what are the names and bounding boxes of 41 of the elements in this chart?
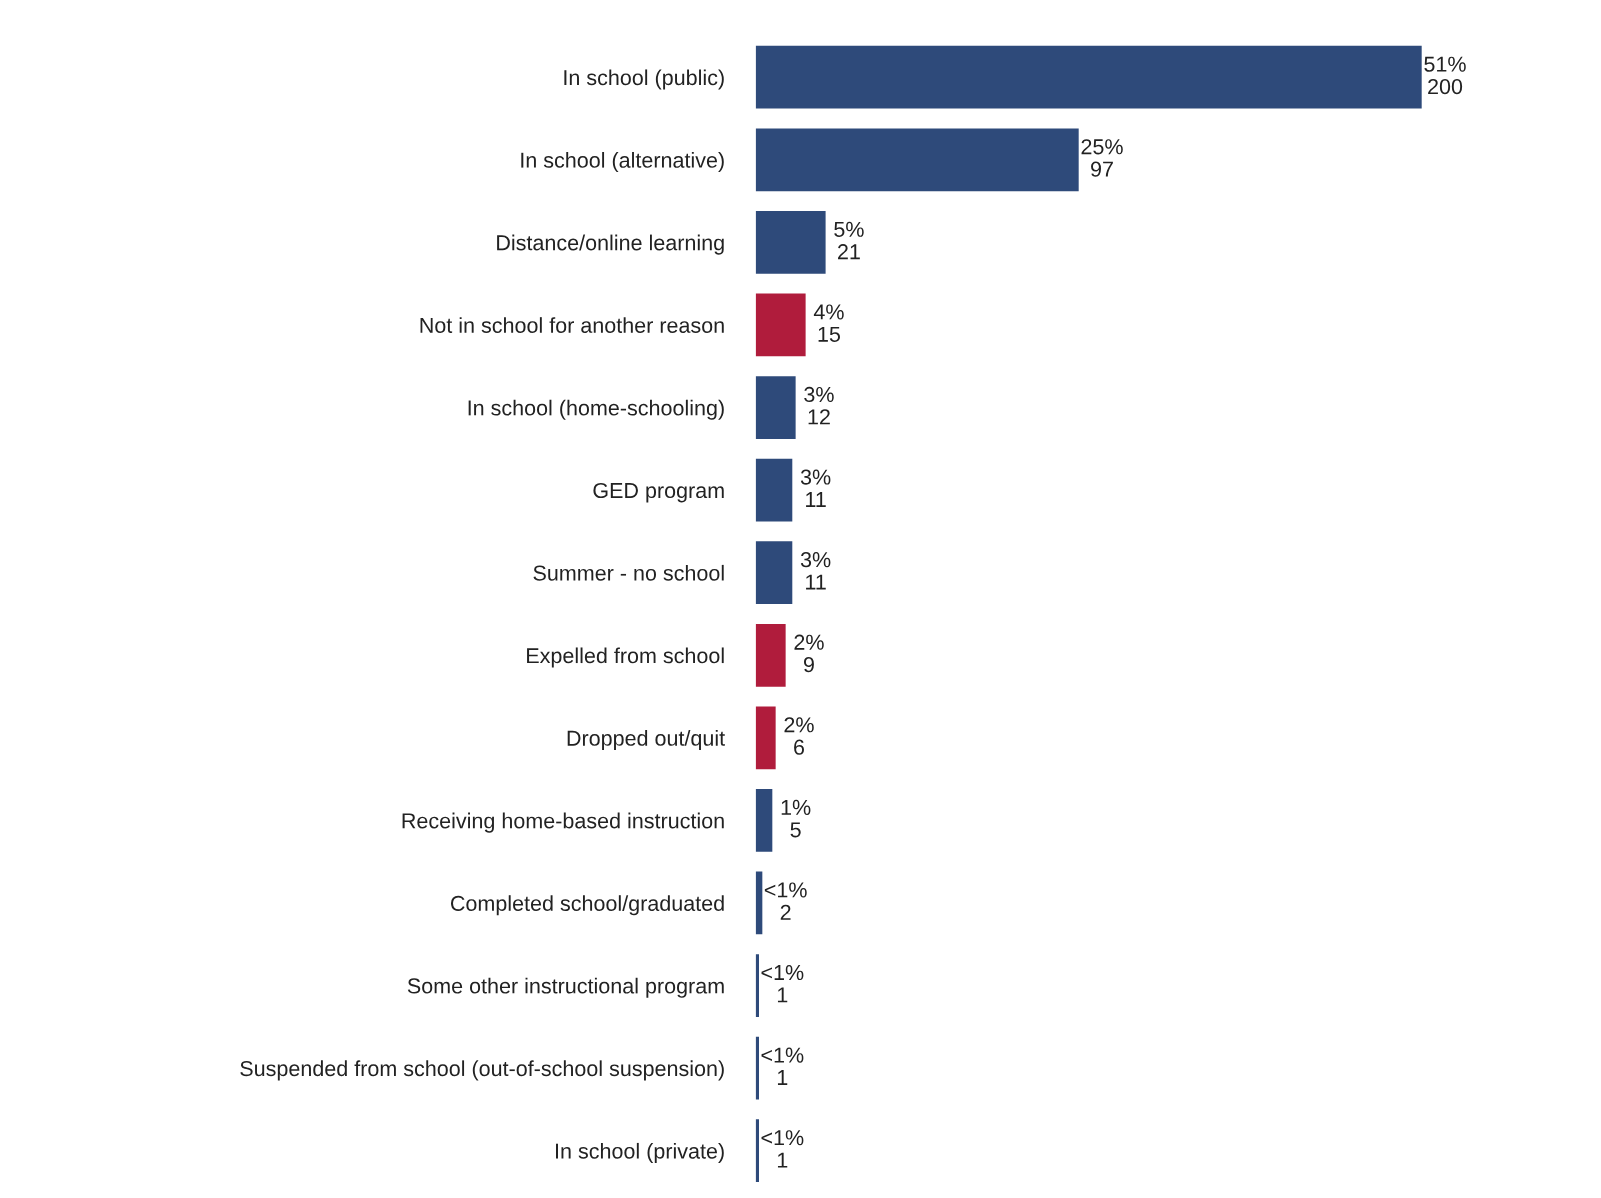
y-tick-label: In school (alternative) [521,152,724,173]
data-label: <1% 1 [761,964,804,1003]
y-tick-label: In school (private) [556,1142,724,1163]
y-tick-label: Completed school/graduated [450,895,724,916]
data-label: 2% 9 [794,634,824,673]
y-tick-label: Distance/online learning [497,234,724,255]
y-tick-label: Not in school for another reason [420,317,724,333]
bar [755,623,786,687]
y-tick-label: In school (home-schooling) [468,399,724,420]
bar [755,541,793,605]
y-tick-label: Receiving home-based instruction [402,812,724,833]
y-tick-label: Summer - no school [533,564,724,581]
bar [755,954,759,1017]
bar [755,45,1422,109]
bar [755,706,776,770]
bar [755,293,806,357]
data-label: 3% 12 [804,386,834,425]
y-tick-label: Expelled from school [527,647,724,668]
bar [755,376,796,439]
data-label: <1% 1 [761,1047,804,1085]
bar [755,458,793,522]
data-label: 4% 15 [813,304,844,342]
y-tick-label: Dropped out/quit [567,730,725,751]
bar [755,211,826,274]
data-label: <1% 2 [764,882,807,920]
y-tick-label: Some other instructional program [407,977,724,998]
y-tick-label: Suspended from school (out-of-school suspension) [240,1060,724,1081]
bar [755,1036,759,1100]
bar [755,1119,759,1183]
data-label: <1% 1 [761,1130,804,1168]
data-label: 5% 21 [834,221,864,260]
data-label: 2% 6 [784,717,814,755]
bar [755,789,773,852]
y-tick-label: In school (public) [564,69,724,90]
data-label: 1% 5 [781,799,811,838]
data-label: 3% 11 [800,469,831,507]
y-tick-label: GED program [593,482,724,503]
data-label: 51% 200 [1424,56,1466,95]
data-label: 3% 11 [800,552,831,590]
data-label: 25% 97 [1081,139,1123,177]
bar [755,128,1079,192]
